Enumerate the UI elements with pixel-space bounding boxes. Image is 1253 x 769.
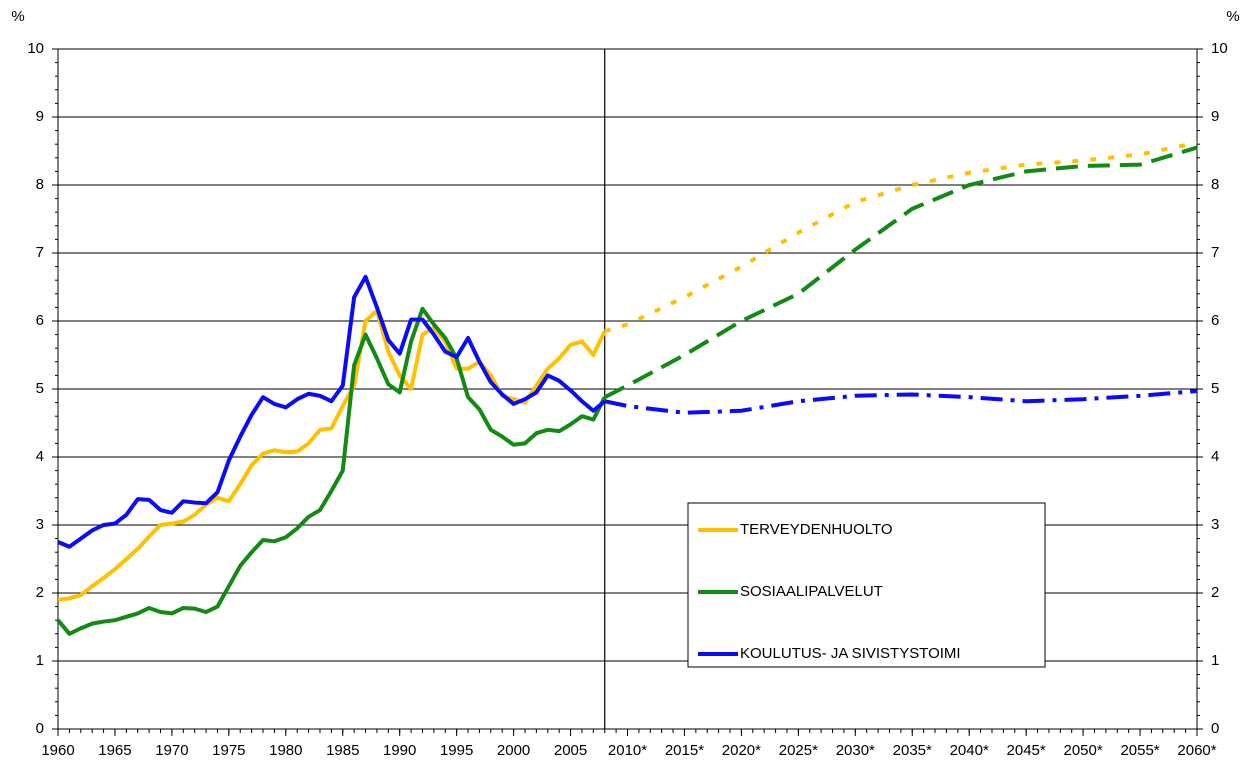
x-tick-label: 1985 bbox=[326, 742, 359, 759]
y-tick-label: 8 bbox=[36, 176, 44, 193]
y2-axis-label: % bbox=[1226, 8, 1239, 25]
legend-label: TERVEYDENHUOLTO bbox=[740, 521, 893, 538]
x-tick-label: 2025* bbox=[779, 742, 818, 759]
x-tick-label: 2050* bbox=[1063, 742, 1102, 759]
x-tick-label: 2045* bbox=[1007, 742, 1046, 759]
series-line bbox=[57, 308, 607, 602]
x-tick-label: 1980 bbox=[269, 742, 302, 759]
y-axis-label: % bbox=[11, 8, 24, 25]
y2-tick-label: 3 bbox=[1211, 516, 1219, 533]
x-tick-label: 2005 bbox=[554, 742, 587, 759]
y-tick-label: 6 bbox=[36, 312, 44, 329]
y2-tick-label: 1 bbox=[1211, 652, 1219, 669]
legend-label: SOSIAALIPALVELUT bbox=[740, 583, 883, 600]
y-tick-label: 3 bbox=[36, 516, 44, 533]
y-tick-label: 0 bbox=[36, 720, 44, 737]
x-tick-label: 2035* bbox=[893, 742, 932, 759]
projection-line bbox=[604, 140, 1198, 334]
series-line bbox=[57, 274, 607, 549]
projection-line bbox=[603, 145, 1198, 399]
y2-tick-label: 10 bbox=[1211, 40, 1228, 57]
x-tick-label: 1990 bbox=[383, 742, 416, 759]
y-tick-label: 4 bbox=[36, 448, 44, 465]
x-tick-label: 2010* bbox=[608, 742, 647, 759]
y2-tick-label: 9 bbox=[1211, 108, 1219, 125]
y-tick-label: 7 bbox=[36, 244, 44, 261]
y-tick-label: 9 bbox=[36, 108, 44, 125]
x-tick-label: 2000 bbox=[497, 742, 530, 759]
y2-tick-label: 0 bbox=[1211, 720, 1219, 737]
x-tick-label: 2060* bbox=[1177, 742, 1216, 759]
x-tick-label: 1960 bbox=[41, 742, 74, 759]
x-tick-label: 2015* bbox=[665, 742, 704, 759]
legend-box bbox=[687, 502, 1046, 668]
y-tick-label: 2 bbox=[36, 584, 44, 601]
x-tick-label: 1970 bbox=[155, 742, 188, 759]
x-tick-label: 1995 bbox=[440, 742, 473, 759]
projection-line bbox=[604, 389, 1198, 415]
y2-tick-label: 4 bbox=[1211, 448, 1219, 465]
x-tick-label: 2040* bbox=[950, 742, 989, 759]
series-line bbox=[56, 306, 607, 636]
legend: TERVEYDENHUOLTO SOSIAALIPALVELUT KOULUTUS-… bbox=[687, 502, 1046, 668]
y-tick-label: 10 bbox=[27, 40, 44, 57]
y-tick-label: 5 bbox=[36, 380, 44, 397]
x-tick-label: 2055* bbox=[1120, 742, 1159, 759]
legend-label: KOULUTUS- JA SIVISTYSTOIMI bbox=[740, 645, 961, 662]
x-tick-label: 1965 bbox=[98, 742, 131, 759]
y2-tick-label: 6 bbox=[1211, 312, 1219, 329]
x-tick-label: 2020* bbox=[722, 742, 761, 759]
x-tick-label: 2030* bbox=[836, 742, 875, 759]
y2-tick-label: 7 bbox=[1211, 244, 1219, 261]
y-tick-label: 1 bbox=[36, 652, 44, 669]
y2-tick-label: 5 bbox=[1211, 380, 1219, 397]
x-tick-label: 1975 bbox=[212, 742, 245, 759]
y2-tick-label: 2 bbox=[1211, 584, 1219, 601]
y2-tick-label: 8 bbox=[1211, 176, 1219, 193]
